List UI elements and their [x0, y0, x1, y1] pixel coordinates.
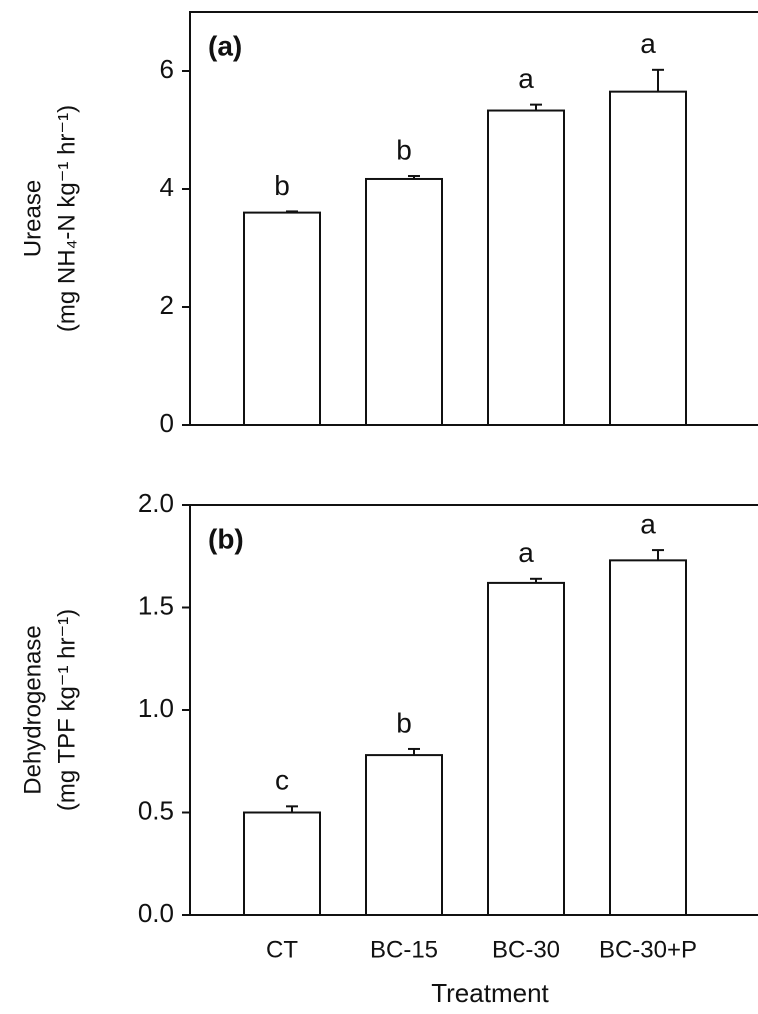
panel-label: (a) [208, 30, 242, 61]
y-tick-label: 2.0 [138, 488, 174, 518]
significance-letter: a [518, 63, 534, 94]
y-tick-label: 0.5 [138, 795, 174, 825]
x-tick-label: CT [266, 936, 298, 963]
y-tick-label: 4 [160, 172, 174, 202]
significance-letter: a [640, 28, 656, 59]
significance-letter: c [275, 765, 289, 796]
significance-letter: a [518, 537, 534, 568]
x-tick-label: BC-15 [370, 936, 438, 963]
bar [243, 211, 321, 426]
bar [365, 177, 443, 426]
bar [487, 581, 565, 917]
bar [365, 754, 443, 916]
y-axis-label: Urease [19, 180, 46, 257]
significance-letter: b [396, 707, 412, 738]
bar [243, 811, 321, 916]
significance-letter: b [274, 170, 290, 201]
significance-letter: a [640, 508, 656, 539]
y-tick-label: 0 [160, 408, 174, 438]
panel-label: (b) [208, 523, 244, 554]
plot-frame [189, 11, 758, 426]
bar [487, 109, 565, 426]
y-axis-label: Dehydrogenase [19, 625, 46, 794]
bar [609, 90, 687, 427]
x-tick-label: BC-30 [492, 936, 560, 963]
x-tick-label: BC-30+P [599, 936, 697, 963]
y-axis-label: (mg NH₄-N kg⁻¹ hr⁻¹) [53, 105, 80, 332]
bar [609, 559, 687, 916]
y-tick-label: 0.0 [138, 898, 174, 928]
y-tick-label: 1.5 [138, 590, 174, 620]
y-tick-label: 1.0 [138, 693, 174, 723]
y-axis-label: (mg TPF kg⁻¹ hr⁻¹) [53, 609, 80, 811]
significance-letter: b [396, 134, 412, 165]
y-tick-label: 2 [160, 290, 174, 320]
x-axis-label: Treatment [431, 978, 549, 1008]
y-tick-label: 6 [160, 54, 174, 84]
